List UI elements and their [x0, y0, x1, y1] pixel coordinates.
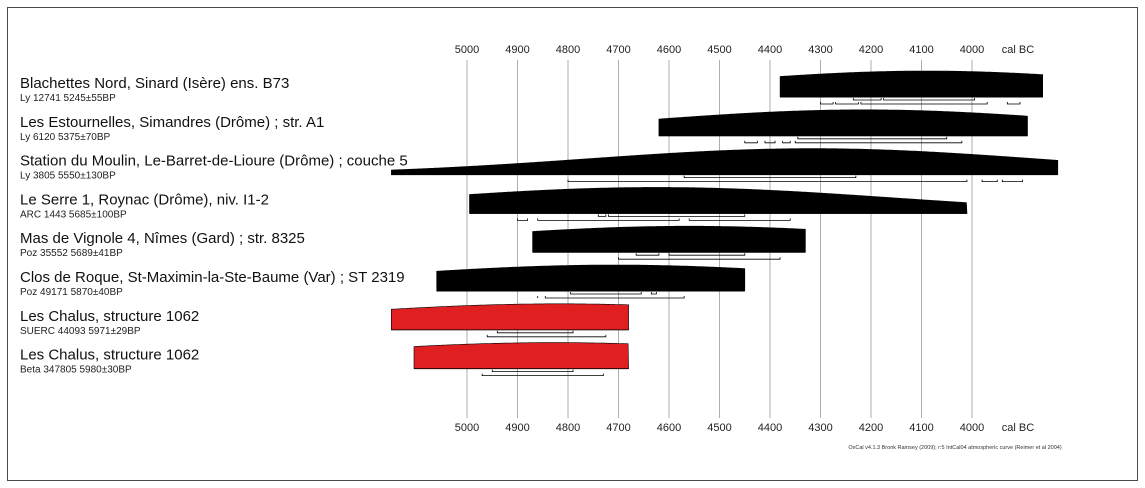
range-68-bracket: [496, 330, 574, 334]
probability-distribution: [658, 109, 1028, 137]
sample-title: Blachettes Nord, Sinard (Isère) ens. B73: [20, 75, 289, 92]
range-95-bracket: [688, 218, 791, 221]
range-68-bracket: [635, 253, 660, 256]
top-tick-label: 5000: [455, 44, 479, 56]
range-95-bracket: [782, 140, 791, 144]
range-95-bracket: [794, 140, 963, 144]
bottom-tick-label: 5000: [455, 422, 479, 434]
date-row: Mas de Vignole 4, Nîmes (Gard) ; str. 83…: [20, 225, 806, 260]
top-tick-label: 4500: [707, 44, 731, 56]
top-tick-label: 4700: [606, 44, 630, 56]
credit-note: OxCal v4.1.3 Bronk Ramsey (2009); r:5 In…: [848, 445, 1062, 451]
lab-code: ARC 1443 5685±100BP: [20, 209, 127, 220]
probability-distribution: [413, 342, 629, 369]
bottom-tick-label: 4200: [859, 422, 883, 434]
sample-title: Les Chalus, structure 1062: [20, 308, 199, 325]
lab-code: Ly 12741 5245±55BP: [20, 93, 116, 104]
bottom-axis-label: cal BC: [1002, 422, 1034, 434]
range-68-bracket: [597, 214, 607, 217]
sample-title: Les Chalus, structure 1062: [20, 347, 199, 364]
range-68-bracket: [852, 98, 882, 101]
date-row: Les Estournelles, Simandres (Drôme) ; st…: [20, 109, 1028, 144]
top-tick-label: 4300: [808, 44, 832, 56]
sample-title: Les Estournelles, Simandres (Drôme) ; st…: [20, 114, 324, 131]
range-95-bracket: [744, 140, 758, 144]
bottom-tick-label: 4100: [909, 422, 933, 434]
top-axis-label: cal BC: [1002, 44, 1034, 56]
lab-code: Ly 6120 5375±70BP: [20, 132, 111, 143]
probability-distribution: [469, 187, 968, 214]
range-68-bracket: [650, 292, 657, 295]
bottom-tick-label: 4700: [606, 422, 630, 434]
bottom-tick-label: 4000: [960, 422, 984, 434]
lab-code: Poz 35552 5689±41BP: [20, 248, 123, 259]
range-95-bracket: [835, 102, 859, 105]
top-tick-label: 4100: [909, 44, 933, 56]
range-95-bracket: [537, 218, 680, 221]
lab-code: Poz 49171 5870±40BP: [20, 287, 123, 298]
range-95-bracket: [981, 179, 998, 182]
range-95-bracket: [1001, 179, 1023, 182]
top-tick-label: 4600: [657, 44, 681, 56]
range-95-bracket: [567, 179, 968, 182]
top-tick-label: 4400: [758, 44, 782, 56]
top-tick-label: 4900: [505, 44, 529, 56]
sample-title: Clos de Roque, St-Maximin-la-Ste-Baume (…: [20, 269, 405, 286]
probability-distribution: [532, 225, 806, 253]
bottom-tick-label: 4900: [505, 422, 529, 434]
top-tick-label: 4800: [556, 44, 580, 56]
bottom-tick-label: 4500: [707, 422, 731, 434]
top-tick-label: 4200: [859, 44, 883, 56]
range-95-bracket: [486, 334, 607, 338]
range-95-bracket: [544, 296, 685, 299]
range-68-bracket: [491, 369, 574, 372]
lab-code: Beta 347805 5980±30BP: [20, 365, 132, 376]
figure-frame: [7, 7, 1138, 481]
probability-distribution: [391, 303, 629, 331]
sample-title: Mas de Vignole 4, Nîmes (Gard) ; str. 83…: [20, 230, 305, 247]
date-row: Le Serre 1, Roynac (Drôme), niv. I1-2ARC…: [20, 187, 968, 221]
range-68-bracket: [797, 136, 948, 140]
range-95-bracket: [517, 218, 528, 221]
range-95-bracket: [820, 102, 834, 105]
date-row: Station du Moulin, Le-Barret-de-Lioure (…: [20, 148, 1059, 182]
range-95-bracket: [1006, 102, 1021, 105]
probability-distribution: [436, 264, 746, 292]
bottom-tick-label: 4400: [758, 422, 782, 434]
probability-distribution: [779, 70, 1043, 98]
lab-code: SUERC 44093 5971±29BP: [20, 326, 141, 337]
range-95-bracket: [481, 373, 604, 376]
bottom-tick-label: 4800: [556, 422, 580, 434]
range-68-bracket: [883, 98, 975, 101]
date-row: Clos de Roque, St-Maximin-la-Ste-Baume (…: [20, 264, 746, 299]
probability-distribution: [391, 148, 1059, 175]
bottom-tick-label: 4300: [808, 422, 832, 434]
range-68-bracket: [668, 253, 746, 256]
lab-code: Ly 3805 5550±130BP: [20, 171, 116, 182]
sample-title: Le Serre 1, Roynac (Drôme), niv. I1-2: [20, 191, 269, 208]
range-68-bracket: [570, 292, 642, 295]
sample-title: Station du Moulin, Le-Barret-de-Lioure (…: [20, 153, 408, 170]
date-row: Blachettes Nord, Sinard (Isère) ens. B73…: [20, 70, 1043, 105]
range-95-bracket: [764, 140, 776, 144]
top-tick-label: 4000: [960, 44, 984, 56]
range-68-bracket: [683, 175, 857, 178]
range-68-bracket: [608, 214, 746, 217]
bottom-tick-label: 4600: [657, 422, 681, 434]
range-95-bracket: [618, 257, 781, 260]
range-95-bracket: [860, 102, 988, 105]
